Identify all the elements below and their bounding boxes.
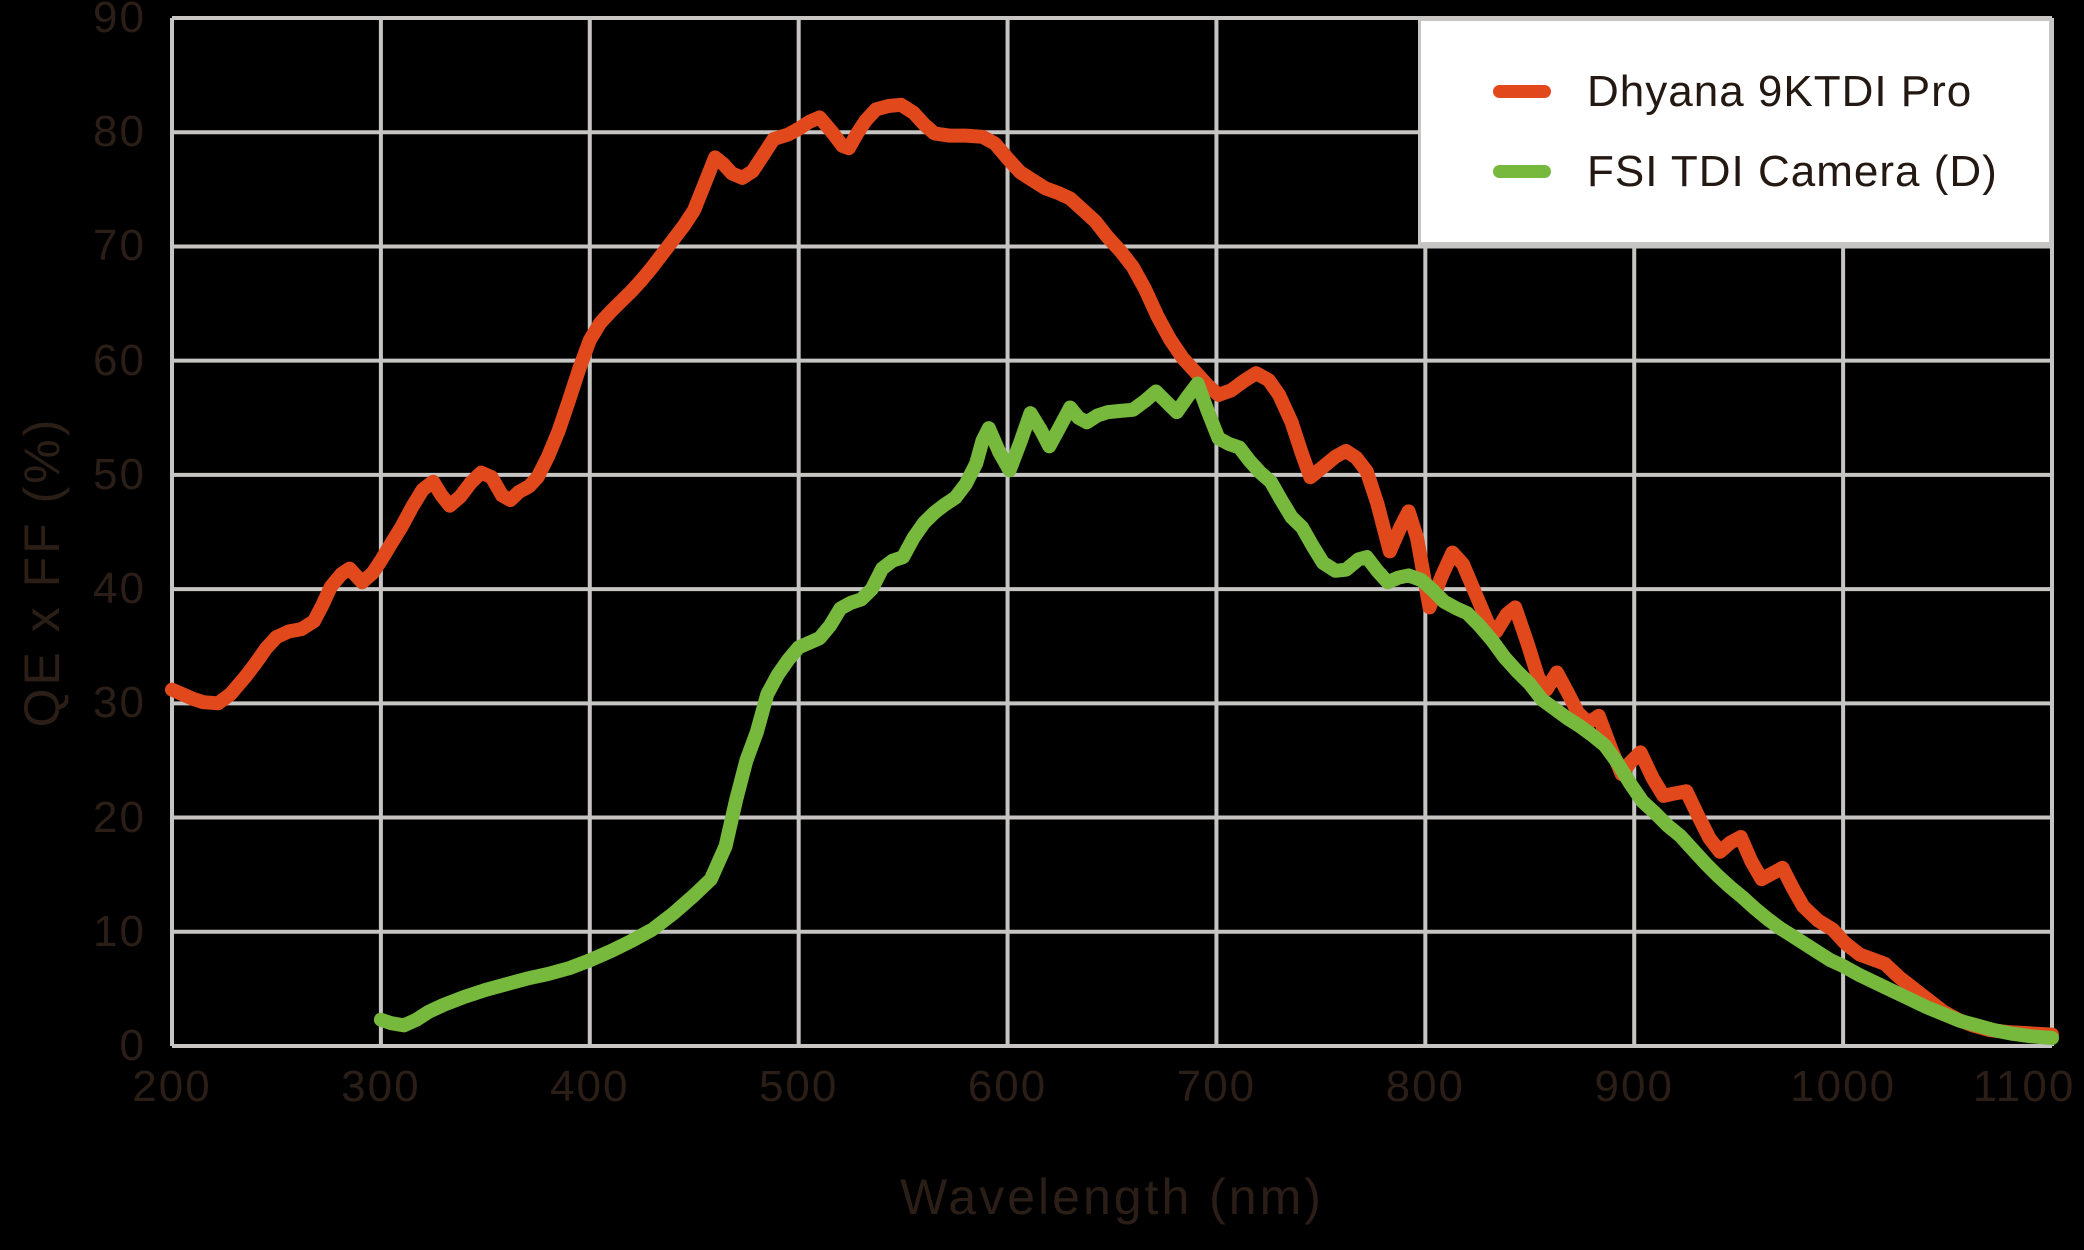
x-axis-title: Wavelength (nm)	[900, 1169, 1324, 1225]
y-tick-label: 70	[93, 221, 146, 271]
fsi-line-swatch-icon	[1493, 165, 1551, 178]
y-tick-label: 0	[119, 1021, 146, 1070]
series-line-0	[165, 97, 2059, 1042]
series-lines	[165, 97, 2059, 1045]
x-tick-label: 500	[758, 1062, 839, 1111]
y-axis-title: QE x FF (%)	[14, 416, 70, 728]
x-tick-label: 1100	[1972, 1062, 2076, 1111]
y-tick-label: 20	[93, 792, 146, 842]
y-tick-label: 90	[93, 0, 146, 42]
x-tick-label: 400	[550, 1062, 630, 1111]
legend-label-dhyana: Dhyana 9KTDI Pro	[1587, 66, 1973, 116]
x-tick-label: 1000	[1790, 1062, 1897, 1111]
y-tick-label: 40	[93, 564, 146, 614]
x-tick-label: 800	[1385, 1062, 1466, 1111]
y-tick-label: 80	[93, 107, 146, 157]
legend-item-fsi: FSI TDI Camera (D)	[1493, 147, 2049, 197]
x-tick-label: 700	[1176, 1062, 1257, 1111]
x-tick-label: 600	[967, 1062, 1048, 1111]
legend: Dhyana 9KTDI Pro FSI TDI Camera (D)	[1418, 18, 2052, 245]
y-tick-label: 10	[93, 906, 146, 956]
y-tick-label: 50	[93, 449, 146, 499]
x-tick-label: 900	[1594, 1062, 1674, 1111]
legend-item-dhyana: Dhyana 9KTDI Pro	[1493, 67, 2049, 117]
x-tick-label: 300	[341, 1062, 421, 1111]
y-tick-label: 60	[93, 335, 146, 385]
x-tick-label: 200	[132, 1062, 212, 1111]
dhyana-line-swatch-icon	[1493, 85, 1551, 98]
legend-label-fsi: FSI TDI Camera (D)	[1587, 146, 1998, 196]
series-line-1	[373, 376, 2059, 1045]
y-tick-label: 30	[93, 678, 146, 728]
